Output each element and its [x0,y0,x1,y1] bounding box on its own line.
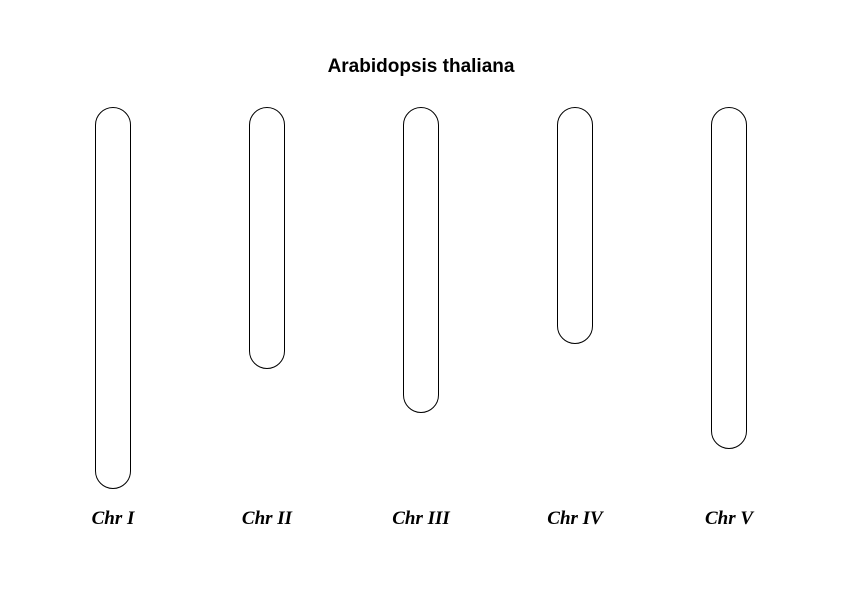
chromosome-5-label: Chr V [705,508,754,529]
chromosome-3-label: Chr III [392,508,450,529]
chromosome-group-2: Chr II [242,107,293,529]
chromosome-4-label: Chr IV [547,508,604,529]
chromosome-4-body [557,107,593,344]
chromosome-5-body [711,107,747,449]
chromosome-1-label: Chr I [92,508,135,529]
chromosome-3-body [403,107,439,413]
chromosome-group-5: Chr V [705,107,754,529]
diagram-title: Arabidopsis thaliana [328,56,515,77]
chromosome-group-3: Chr III [392,107,450,529]
chromosome-group-1: Chr I [92,107,135,529]
chromosome-2-body [249,107,285,369]
chromosome-1-body [95,107,131,489]
chromosome-group-4: Chr IV [547,107,604,529]
chromosome-2-label: Chr II [242,508,293,529]
